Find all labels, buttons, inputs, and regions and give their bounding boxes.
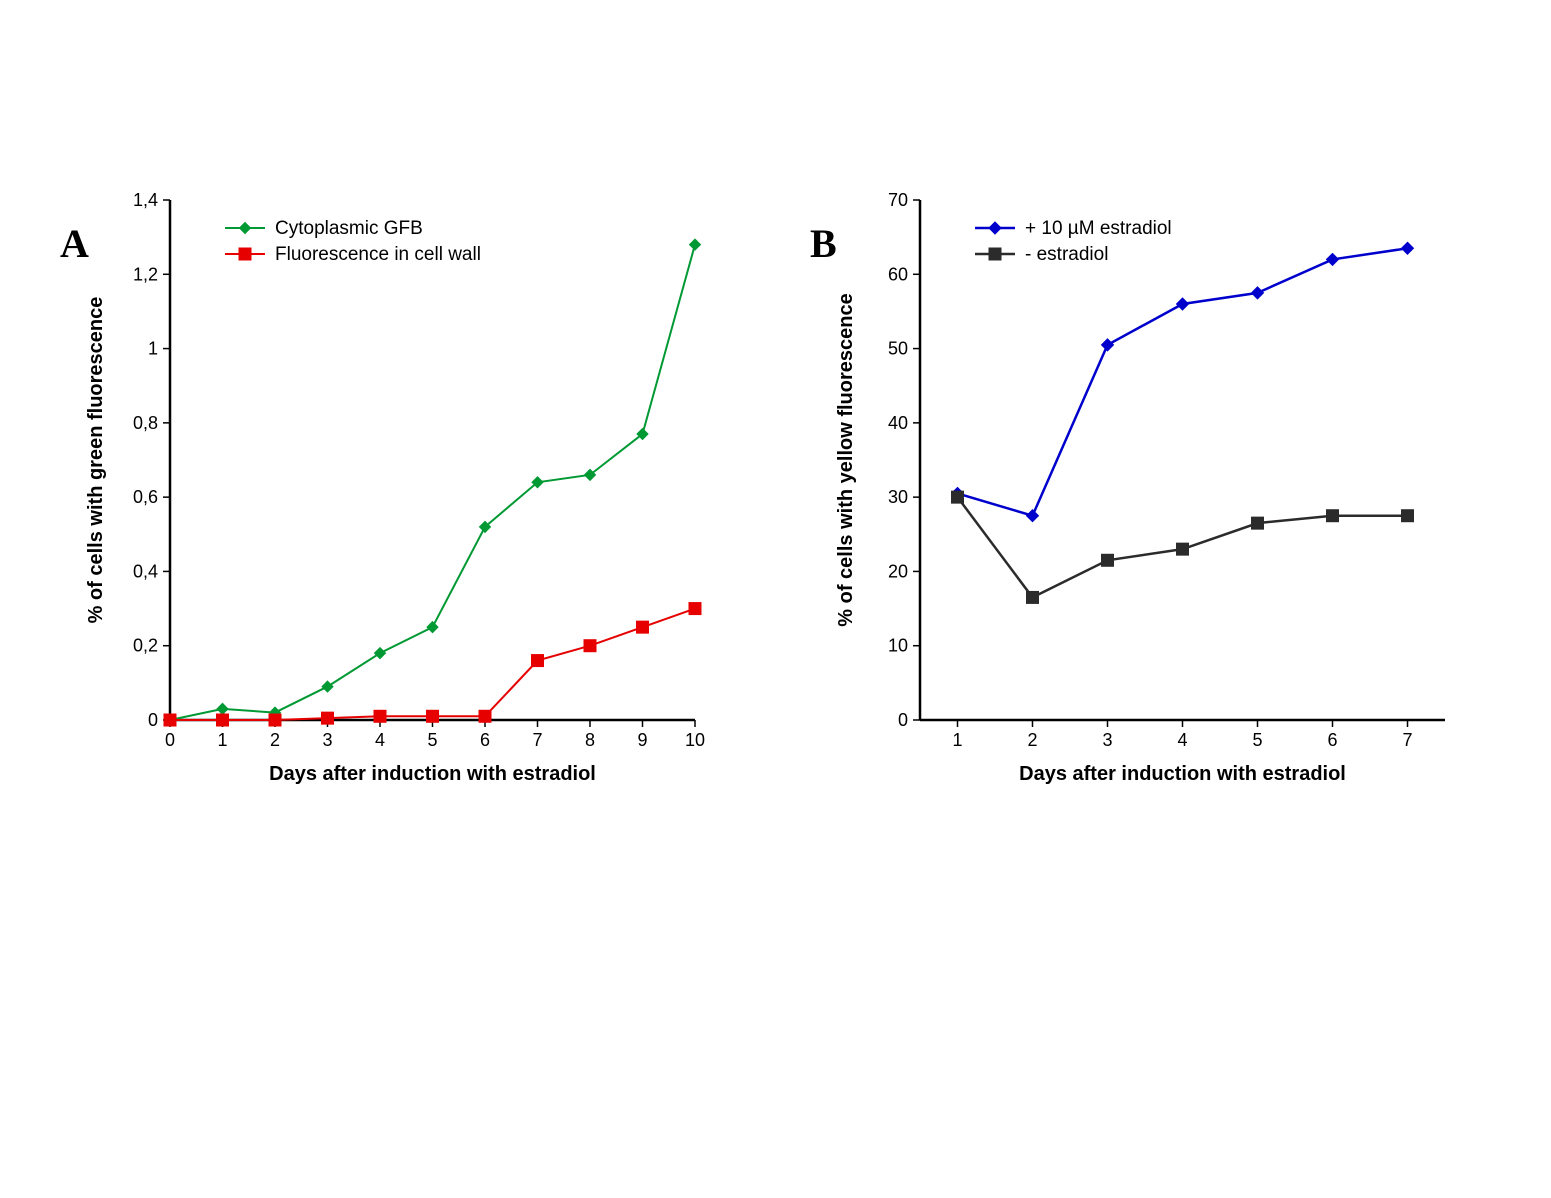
y-tick-label: 0 — [148, 710, 158, 730]
y-tick-label: 0,8 — [133, 413, 158, 433]
y-tick-label: 0,4 — [133, 561, 158, 581]
x-tick-label: 5 — [1252, 730, 1262, 750]
x-tick-label: 7 — [1402, 730, 1412, 750]
series-line — [958, 248, 1408, 515]
y-tick-label: 40 — [888, 413, 908, 433]
y-tick-label: 0 — [898, 710, 908, 730]
legend-label: Cytoplasmic GFB — [275, 218, 423, 239]
y-tick-label: 0,2 — [133, 636, 158, 656]
legend: Cytoplasmic GFB Fluorescence in cell wall — [225, 218, 481, 265]
x-tick-label: 3 — [1102, 730, 1112, 750]
x-tick-label: 6 — [1327, 730, 1337, 750]
x-tick-label: 0 — [165, 730, 175, 750]
x-tick-label: 6 — [480, 730, 490, 750]
legend-label: - estradiol — [1025, 244, 1108, 265]
legend: + 10 µM estradiol - estradiol — [975, 218, 1172, 265]
x-tick-label: 8 — [585, 730, 595, 750]
y-axis-title: % of cells with green fluorescence — [85, 297, 107, 624]
x-tick-label: 1 — [952, 730, 962, 750]
legend-label: + 10 µM estradiol — [1025, 218, 1172, 239]
x-tick-label: 2 — [270, 730, 280, 750]
panel-a-chart: 0 0,2 0,4 0,6 0,8 1 1,2 1,4 0 1 2 3 4 5 6 7 8 9 10 Days aft… — [80, 190, 715, 810]
x-tick-label: 9 — [637, 730, 647, 750]
x-axis-title: Days after induction with estradiol — [1019, 763, 1346, 785]
y-tick-label: 10 — [888, 636, 908, 656]
y-tick-label: 1,4 — [133, 190, 158, 210]
y-tick-label: 30 — [888, 487, 908, 507]
x-tick-label: 4 — [375, 730, 385, 750]
legend-label: Fluorescence in cell wall — [275, 244, 481, 265]
y-tick-label: 60 — [888, 264, 908, 284]
y-tick-label: 50 — [888, 339, 908, 359]
panel-b-chart: 0 10 20 30 40 50 60 70 1 2 3 4 5 6 7 Days after inducti… — [830, 190, 1465, 810]
y-tick-label: 70 — [888, 190, 908, 210]
x-tick-label: 7 — [532, 730, 542, 750]
series-line — [170, 245, 695, 720]
y-tick-label: 1 — [148, 339, 158, 359]
x-tick-label: 3 — [322, 730, 332, 750]
x-tick-label: 10 — [685, 730, 705, 750]
x-axis-title: Days after induction with estradiol — [269, 763, 596, 785]
y-tick-label: 1,2 — [133, 264, 158, 284]
x-tick-label: 4 — [1177, 730, 1187, 750]
y-axis-title: % of cells with yellow fluorescence — [835, 293, 857, 626]
figure-root: A B 00,20,40,60,811,21,4012345678910Days… — [0, 0, 1551, 1198]
y-tick-label: 20 — [888, 561, 908, 581]
x-tick-label: 1 — [217, 730, 227, 750]
x-tick-label: 5 — [427, 730, 437, 750]
y-tick-label: 0,6 — [133, 487, 158, 507]
x-tick-label: 2 — [1027, 730, 1037, 750]
